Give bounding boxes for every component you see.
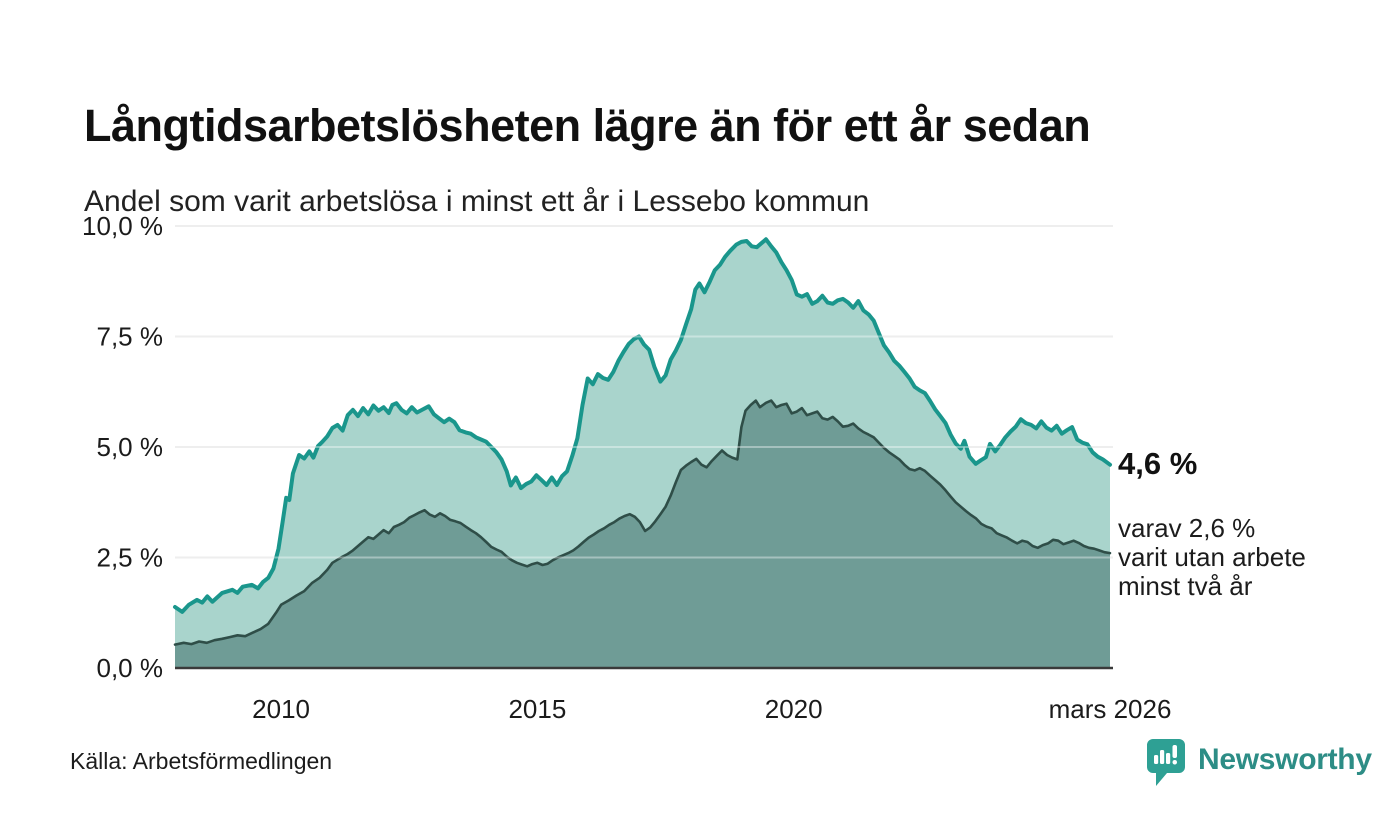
exclamation-dot-icon [1172, 760, 1177, 765]
latest-value-label: 4,6 % [1118, 446, 1198, 481]
bar-short-icon [1154, 755, 1159, 764]
two-year-annotation-line3: minst två år [1118, 571, 1253, 601]
exclamation-bar-icon [1172, 745, 1177, 758]
series-area-1 [175, 400, 1110, 668]
newsworthy-logo: Newsworthy [1146, 738, 1372, 790]
y-tick-label: 7,5 % [97, 322, 164, 352]
series-line-0 [173, 237, 1112, 614]
x-tick-label: 2020 [765, 694, 823, 724]
chart-subtitle: Andel som varit arbetslösa i minst ett å… [84, 185, 870, 218]
y-tick-label: 2,5 % [97, 543, 164, 573]
source-credit: Källa: Arbetsförmedlingen [70, 748, 333, 774]
y-tick-label: 5,0 % [97, 432, 164, 462]
newsworthy-logo-icon [1147, 739, 1185, 786]
x-tick-label: 2015 [508, 694, 566, 724]
two-year-annotation: varav 2,6 % varit utan arbete minst två … [1118, 514, 1348, 601]
y-tick-label: 0,0 % [97, 653, 164, 683]
page-title: Långtidsarbetslösheten lägre än för ett … [84, 100, 1091, 152]
bar-medium-icon [1166, 753, 1171, 764]
two-year-annotation-line2: varit utan arbete [1118, 542, 1306, 572]
brand-wordmark: Newsworthy [1198, 743, 1372, 776]
series-line-1 [173, 399, 1112, 646]
y-tick-label: 10,0 % [82, 211, 163, 241]
x-tick-label: mars 2026 [1049, 694, 1172, 724]
bar-tall-icon [1160, 750, 1165, 764]
two-year-annotation-line1: varav 2,6 % [1118, 513, 1256, 543]
x-tick-label: 2010 [252, 694, 310, 724]
